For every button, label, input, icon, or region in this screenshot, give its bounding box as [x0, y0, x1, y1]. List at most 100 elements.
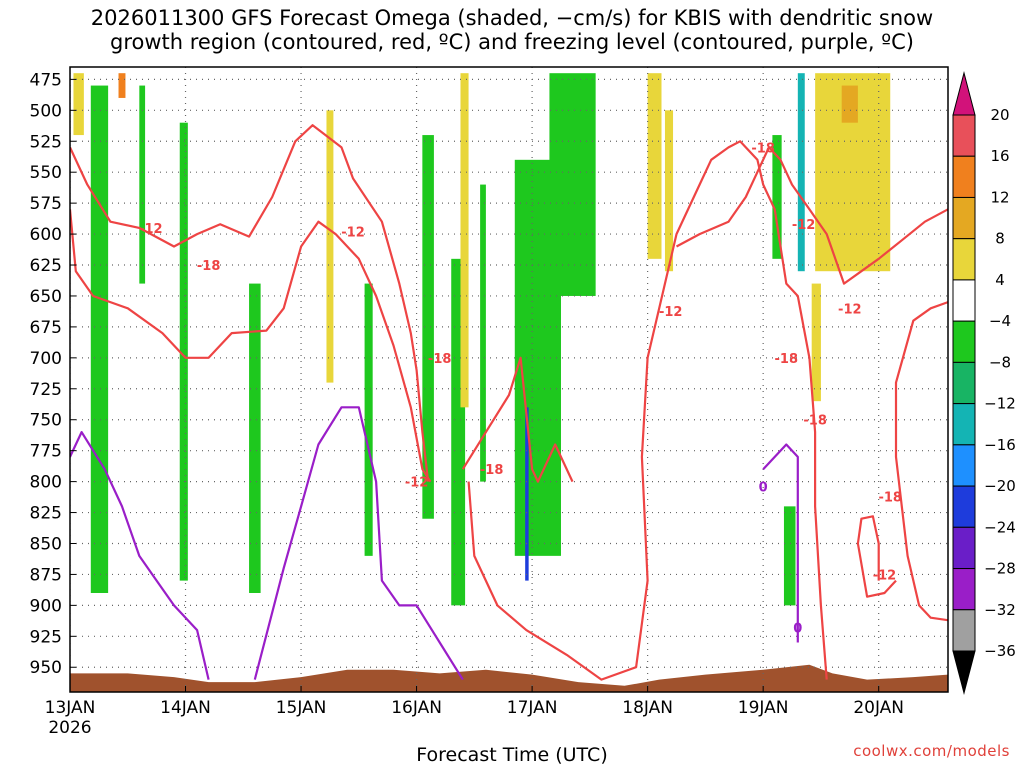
colorbar-label: −8 — [989, 353, 1011, 371]
omega-region — [364, 283, 373, 556]
y-tick-label: 900 — [30, 596, 62, 616]
chart-title: 2026011300 GFS Forecast Omega (shaded, −… — [0, 6, 1024, 54]
dendritic-contour-label: -12 — [341, 226, 365, 241]
colorbar-swatch — [952, 279, 976, 322]
y-tick-label: 775 — [30, 442, 62, 462]
omega-region — [525, 407, 529, 581]
colorbar-swatch — [952, 444, 976, 487]
y-tick-label: 750 — [30, 411, 62, 431]
dendritic-contour-label: -12 — [838, 302, 862, 317]
omega-region — [841, 85, 858, 123]
dendritic-contour-label: -18 — [197, 259, 221, 274]
y-tick-label: 875 — [30, 565, 62, 585]
colorbar-label: 8 — [995, 230, 1005, 248]
y-tick-label: 675 — [30, 318, 62, 338]
x-tick-label: 14JAN — [160, 698, 211, 718]
y-tick-label: 650 — [30, 287, 62, 307]
omega-region — [647, 73, 662, 259]
colorbar-bottom-triangle — [952, 650, 976, 695]
dendritic-contour-label: -12 — [405, 476, 429, 491]
dendritic-contour-label: -12 — [659, 305, 683, 320]
plot-frame — [69, 66, 949, 693]
dendritic-contour — [70, 124, 430, 482]
freezing-contour-label: 0 — [759, 481, 768, 496]
colorbar-top-triangle — [952, 71, 976, 116]
y-tick-label: 950 — [30, 658, 62, 678]
y-tick-label: 525 — [30, 132, 62, 152]
y-tick-label: 475 — [30, 70, 62, 90]
omega-region — [783, 506, 796, 606]
colorbar-label: −32 — [984, 601, 1016, 619]
omega-region — [664, 110, 674, 272]
chart-title-line2: growth region (contoured, red, ºC) and f… — [110, 30, 914, 54]
colorbar-label: −24 — [984, 518, 1016, 536]
colorbar-label: 16 — [990, 147, 1009, 165]
y-tick-label: 725 — [30, 380, 62, 400]
dendritic-contour — [856, 515, 897, 598]
y-tick-label: 825 — [30, 504, 62, 524]
omega-region — [90, 85, 109, 593]
colorbar-swatch — [952, 568, 976, 611]
omega-region — [118, 73, 126, 98]
colorbar-label: 12 — [990, 188, 1009, 206]
y-tick-label: 800 — [30, 473, 62, 493]
omega-region — [480, 184, 486, 482]
colorbar-label: −12 — [984, 395, 1016, 413]
credit-text: coolwx.com/models — [853, 742, 1010, 760]
dendritic-contour-label: -18 — [775, 352, 799, 367]
x-year-label: 2026 — [48, 718, 91, 738]
chart-title-line1: 2026011300 GFS Forecast Omega (shaded, −… — [90, 6, 934, 30]
freezing-level-contour — [253, 406, 464, 681]
colorbar-label: −28 — [984, 560, 1016, 578]
x-axis-label: Forecast Time (UTC) — [416, 744, 608, 766]
y-tick-label: 600 — [30, 225, 62, 245]
dendritic-contour-label: -12 — [873, 568, 897, 583]
dendritic-contour — [70, 209, 432, 483]
colorbar-swatch — [952, 196, 976, 240]
omega-region — [549, 73, 596, 296]
colorbar-swatch — [952, 403, 976, 446]
colorbar-swatch — [952, 320, 976, 363]
freezing-contour-label: 0 — [793, 622, 802, 637]
colorbar-swatch — [952, 609, 976, 652]
x-tick-label: 20JAN — [853, 698, 904, 718]
omega-region — [422, 135, 434, 519]
omega-region — [326, 110, 334, 383]
terrain-band — [70, 664, 948, 692]
colorbar-label: 20 — [990, 106, 1009, 124]
colorbar-label: −36 — [984, 642, 1016, 660]
x-tick-label: 13JAN — [45, 698, 96, 718]
y-tick-label: 625 — [30, 256, 62, 276]
colorbar-swatch — [952, 361, 976, 405]
colorbar-label: 4 — [995, 271, 1005, 289]
dendritic-contour-label: -18 — [751, 141, 775, 156]
dendritic-contour-label: -18 — [428, 352, 452, 367]
colorbar-label: −4 — [989, 312, 1011, 330]
freezing-level-contour — [70, 431, 210, 680]
dendritic-contour-label: -12 — [139, 222, 163, 237]
x-tick-label: 15JAN — [276, 698, 327, 718]
y-tick-label: 700 — [30, 349, 62, 369]
freezing-level-contour — [762, 443, 799, 643]
y-tick-label: 500 — [30, 101, 62, 121]
dendritic-contour — [461, 356, 574, 483]
colorbar-swatch — [952, 114, 976, 157]
colorbar-swatch — [952, 238, 976, 281]
omega-region — [797, 73, 805, 272]
dendritic-contour-label: -18 — [803, 414, 827, 429]
omega-region — [139, 85, 146, 284]
plot-area: -12 -18 -12 -18 -12 -18 -12 -18 -12 -18 -12 -18 -12 -… — [70, 67, 948, 692]
dendritic-contour — [675, 146, 948, 285]
omega-region — [249, 283, 261, 593]
colorbar-swatch — [952, 155, 976, 198]
omega-region — [73, 73, 84, 136]
colorbar-label: −20 — [984, 477, 1016, 495]
x-tick-label: 18JAN — [622, 698, 673, 718]
colorbar-swatch — [952, 485, 976, 528]
x-tick-label: 16JAN — [391, 698, 442, 718]
omega-region — [460, 73, 469, 408]
y-tick-label: 850 — [30, 534, 62, 554]
dendritic-contour — [467, 140, 828, 681]
omega-region — [179, 122, 188, 581]
